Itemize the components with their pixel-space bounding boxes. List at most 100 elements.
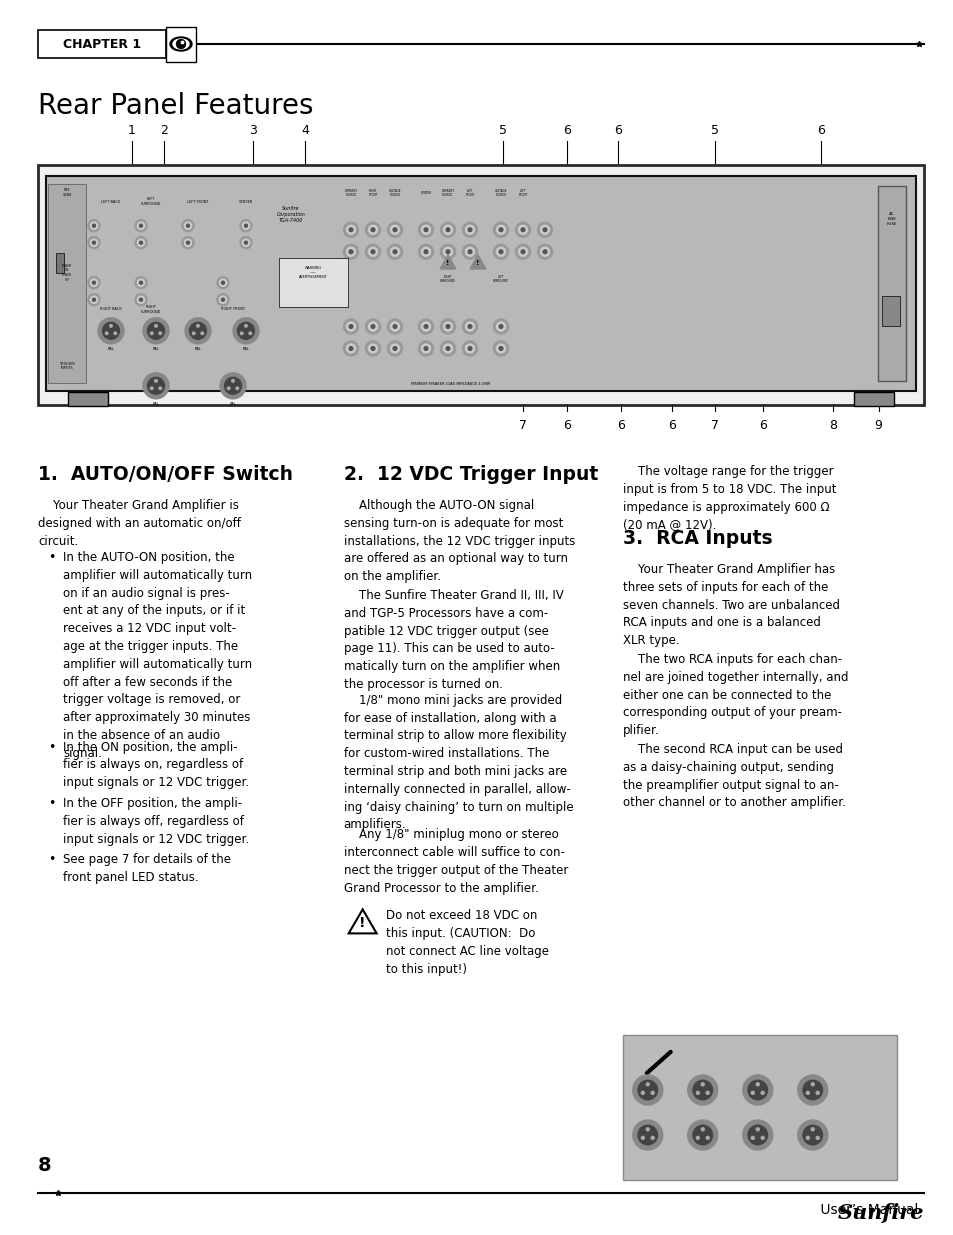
Circle shape bbox=[756, 1128, 759, 1131]
Circle shape bbox=[371, 347, 375, 351]
Circle shape bbox=[135, 237, 147, 248]
Text: User’s Manual: User’s Manual bbox=[815, 1203, 918, 1216]
Circle shape bbox=[232, 379, 234, 382]
Circle shape bbox=[498, 249, 502, 253]
Circle shape bbox=[184, 222, 192, 230]
Circle shape bbox=[185, 317, 211, 343]
Circle shape bbox=[159, 332, 161, 335]
Text: 1/8" mono mini jacks are provided
for ease of installation, along with a
termina: 1/8" mono mini jacks are provided for ea… bbox=[343, 694, 573, 831]
Ellipse shape bbox=[172, 40, 189, 49]
Circle shape bbox=[216, 294, 229, 306]
Circle shape bbox=[651, 1092, 654, 1094]
Text: •: • bbox=[48, 551, 55, 564]
Circle shape bbox=[371, 249, 375, 253]
Circle shape bbox=[462, 319, 477, 333]
Circle shape bbox=[227, 387, 230, 389]
Circle shape bbox=[446, 325, 450, 329]
Circle shape bbox=[240, 237, 252, 248]
Circle shape bbox=[393, 228, 396, 232]
Circle shape bbox=[186, 241, 190, 245]
Circle shape bbox=[751, 1136, 754, 1140]
Text: In the OFF position, the ampli-
fier is always off, regardless of
input signals : In the OFF position, the ampli- fier is … bbox=[63, 797, 249, 846]
Circle shape bbox=[520, 249, 524, 253]
FancyBboxPatch shape bbox=[46, 177, 915, 391]
Circle shape bbox=[387, 222, 402, 237]
Text: In the AUTO-ON position, the
amplifier will automatically turn
on if an audio si: In the AUTO-ON position, the amplifier w… bbox=[63, 551, 252, 760]
Circle shape bbox=[190, 322, 206, 340]
Circle shape bbox=[201, 332, 203, 335]
Ellipse shape bbox=[170, 37, 192, 51]
Text: TRIGGER
INPUTS: TRIGGER INPUTS bbox=[59, 362, 75, 370]
Circle shape bbox=[440, 245, 455, 259]
Circle shape bbox=[440, 341, 455, 356]
Text: !: ! bbox=[359, 915, 366, 930]
Circle shape bbox=[496, 322, 505, 331]
Circle shape bbox=[137, 240, 145, 246]
Circle shape bbox=[343, 222, 358, 237]
FancyBboxPatch shape bbox=[166, 26, 195, 62]
FancyBboxPatch shape bbox=[877, 186, 905, 382]
Circle shape bbox=[98, 317, 124, 343]
Circle shape bbox=[137, 222, 145, 230]
Text: Rear Panel Features: Rear Panel Features bbox=[38, 91, 314, 120]
Circle shape bbox=[368, 225, 377, 235]
Circle shape bbox=[810, 1083, 814, 1086]
Text: !: ! bbox=[476, 261, 479, 266]
Circle shape bbox=[135, 277, 147, 289]
Circle shape bbox=[343, 319, 358, 333]
Circle shape bbox=[139, 282, 142, 284]
Circle shape bbox=[816, 1092, 819, 1094]
Text: AC
LINE
FUSE: AC LINE FUSE bbox=[885, 212, 897, 226]
Circle shape bbox=[747, 1125, 767, 1145]
Circle shape bbox=[182, 237, 193, 248]
Circle shape bbox=[349, 249, 353, 253]
Circle shape bbox=[537, 222, 552, 237]
Circle shape bbox=[468, 249, 472, 253]
Circle shape bbox=[700, 1128, 703, 1131]
Circle shape bbox=[151, 387, 152, 389]
Circle shape bbox=[365, 319, 380, 333]
Text: LEFT
FRONT: LEFT FRONT bbox=[465, 189, 475, 198]
Text: 6: 6 bbox=[817, 124, 824, 137]
Circle shape bbox=[540, 247, 549, 256]
Circle shape bbox=[88, 294, 100, 306]
Circle shape bbox=[346, 247, 355, 256]
Circle shape bbox=[418, 341, 433, 356]
Circle shape bbox=[493, 341, 508, 356]
Circle shape bbox=[88, 237, 100, 248]
Circle shape bbox=[756, 1083, 759, 1086]
Text: CENTER: CENTER bbox=[238, 200, 253, 204]
Circle shape bbox=[137, 279, 145, 287]
Circle shape bbox=[742, 1074, 772, 1105]
Text: 2.  12 VDC Trigger Input: 2. 12 VDC Trigger Input bbox=[343, 466, 598, 484]
Text: 3.  RCA Inputs: 3. RCA Inputs bbox=[622, 529, 772, 548]
Circle shape bbox=[632, 1120, 662, 1150]
Text: The voltage range for the trigger
input is from 5 to 18 VDC. The input
impedance: The voltage range for the trigger input … bbox=[622, 466, 836, 531]
Circle shape bbox=[418, 319, 433, 333]
Circle shape bbox=[462, 341, 477, 356]
Circle shape bbox=[135, 294, 147, 306]
Circle shape bbox=[154, 325, 157, 327]
Text: 7: 7 bbox=[711, 419, 719, 432]
Circle shape bbox=[368, 345, 377, 353]
Text: LEFT FRONT: LEFT FRONT bbox=[187, 200, 209, 204]
Circle shape bbox=[184, 240, 192, 246]
Text: CURRENT
SOURCE: CURRENT SOURCE bbox=[441, 189, 454, 198]
Circle shape bbox=[424, 249, 428, 253]
Circle shape bbox=[91, 296, 97, 304]
Circle shape bbox=[440, 319, 455, 333]
Circle shape bbox=[137, 296, 145, 304]
Circle shape bbox=[387, 341, 402, 356]
Text: POWER
ON
POWER
OFF: POWER ON POWER OFF bbox=[62, 264, 72, 282]
Circle shape bbox=[240, 332, 243, 335]
Circle shape bbox=[368, 322, 377, 331]
Text: 5: 5 bbox=[710, 124, 718, 137]
Circle shape bbox=[151, 332, 152, 335]
Circle shape bbox=[102, 322, 119, 340]
Circle shape bbox=[496, 225, 505, 235]
Circle shape bbox=[154, 379, 157, 382]
Circle shape bbox=[91, 279, 97, 287]
Text: 6: 6 bbox=[759, 419, 766, 432]
Circle shape bbox=[371, 228, 375, 232]
Text: The Sunfire Theater Grand II, III, IV
and TGP-5 Processors have a com-
patible 1: The Sunfire Theater Grand II, III, IV an… bbox=[343, 589, 563, 692]
